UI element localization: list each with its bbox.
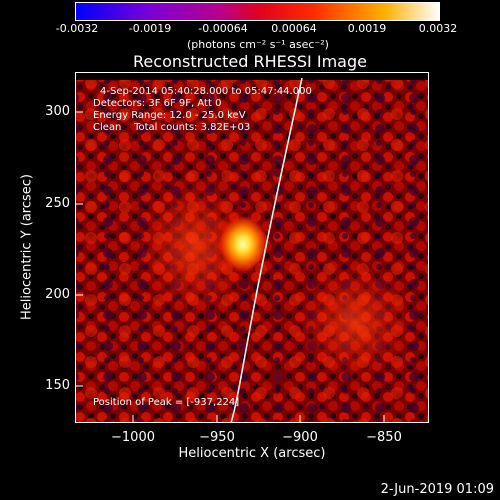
colorbar-tick: -0.0032 (55, 22, 99, 35)
detectors-label: Detectors: 3F 6F 9F, Att 0 (93, 98, 222, 109)
x-tick-label: −850 (366, 430, 402, 445)
colorbar-unit-label: (photons cm⁻² s⁻¹ asec⁻²) (187, 38, 329, 51)
image-title: Reconstructed RHESSI Image (133, 52, 367, 71)
time-range-label: 4-Sep-2014 05:40:28.000 to 05:47:44.000 (100, 86, 312, 97)
colorbar-tick: -0.0019 (128, 22, 172, 35)
x-tick-label: −950 (199, 430, 235, 445)
rhessi-image (75, 72, 429, 423)
colorbar-tick: 0.00064 (271, 22, 317, 35)
colorbar-tick: 0.0032 (418, 22, 458, 35)
y-tick-label: 200 (45, 287, 70, 302)
y-tick-label: 150 (45, 378, 70, 393)
generation-timestamp: 2-Jun-2019 01:09 (380, 482, 494, 497)
flare-peak-source (217, 214, 269, 274)
y-axis-label: Heliocentric Y (arcsec) (19, 174, 35, 320)
algorithm-counts-label: Clean Total counts: 3.82E+03 (93, 122, 251, 133)
x-axis-label: Heliocentric X (arcsec) (178, 446, 326, 461)
y-tick-label: 250 (45, 196, 70, 211)
y-tick-label: 300 (45, 104, 70, 119)
x-tick-label: −900 (282, 430, 318, 445)
colorbar-tick: -0.00064 (198, 22, 248, 35)
peak-position-label: Position of Peak = [-937,224] (93, 397, 240, 408)
solar-limb-line (230, 77, 303, 423)
colorbar (75, 2, 440, 21)
colorbar-tick: 0.0019 (347, 22, 387, 35)
energy-range-label: Energy Range: 12.0 - 25.0 keV (93, 110, 246, 121)
x-tick-label: −1000 (111, 430, 155, 445)
